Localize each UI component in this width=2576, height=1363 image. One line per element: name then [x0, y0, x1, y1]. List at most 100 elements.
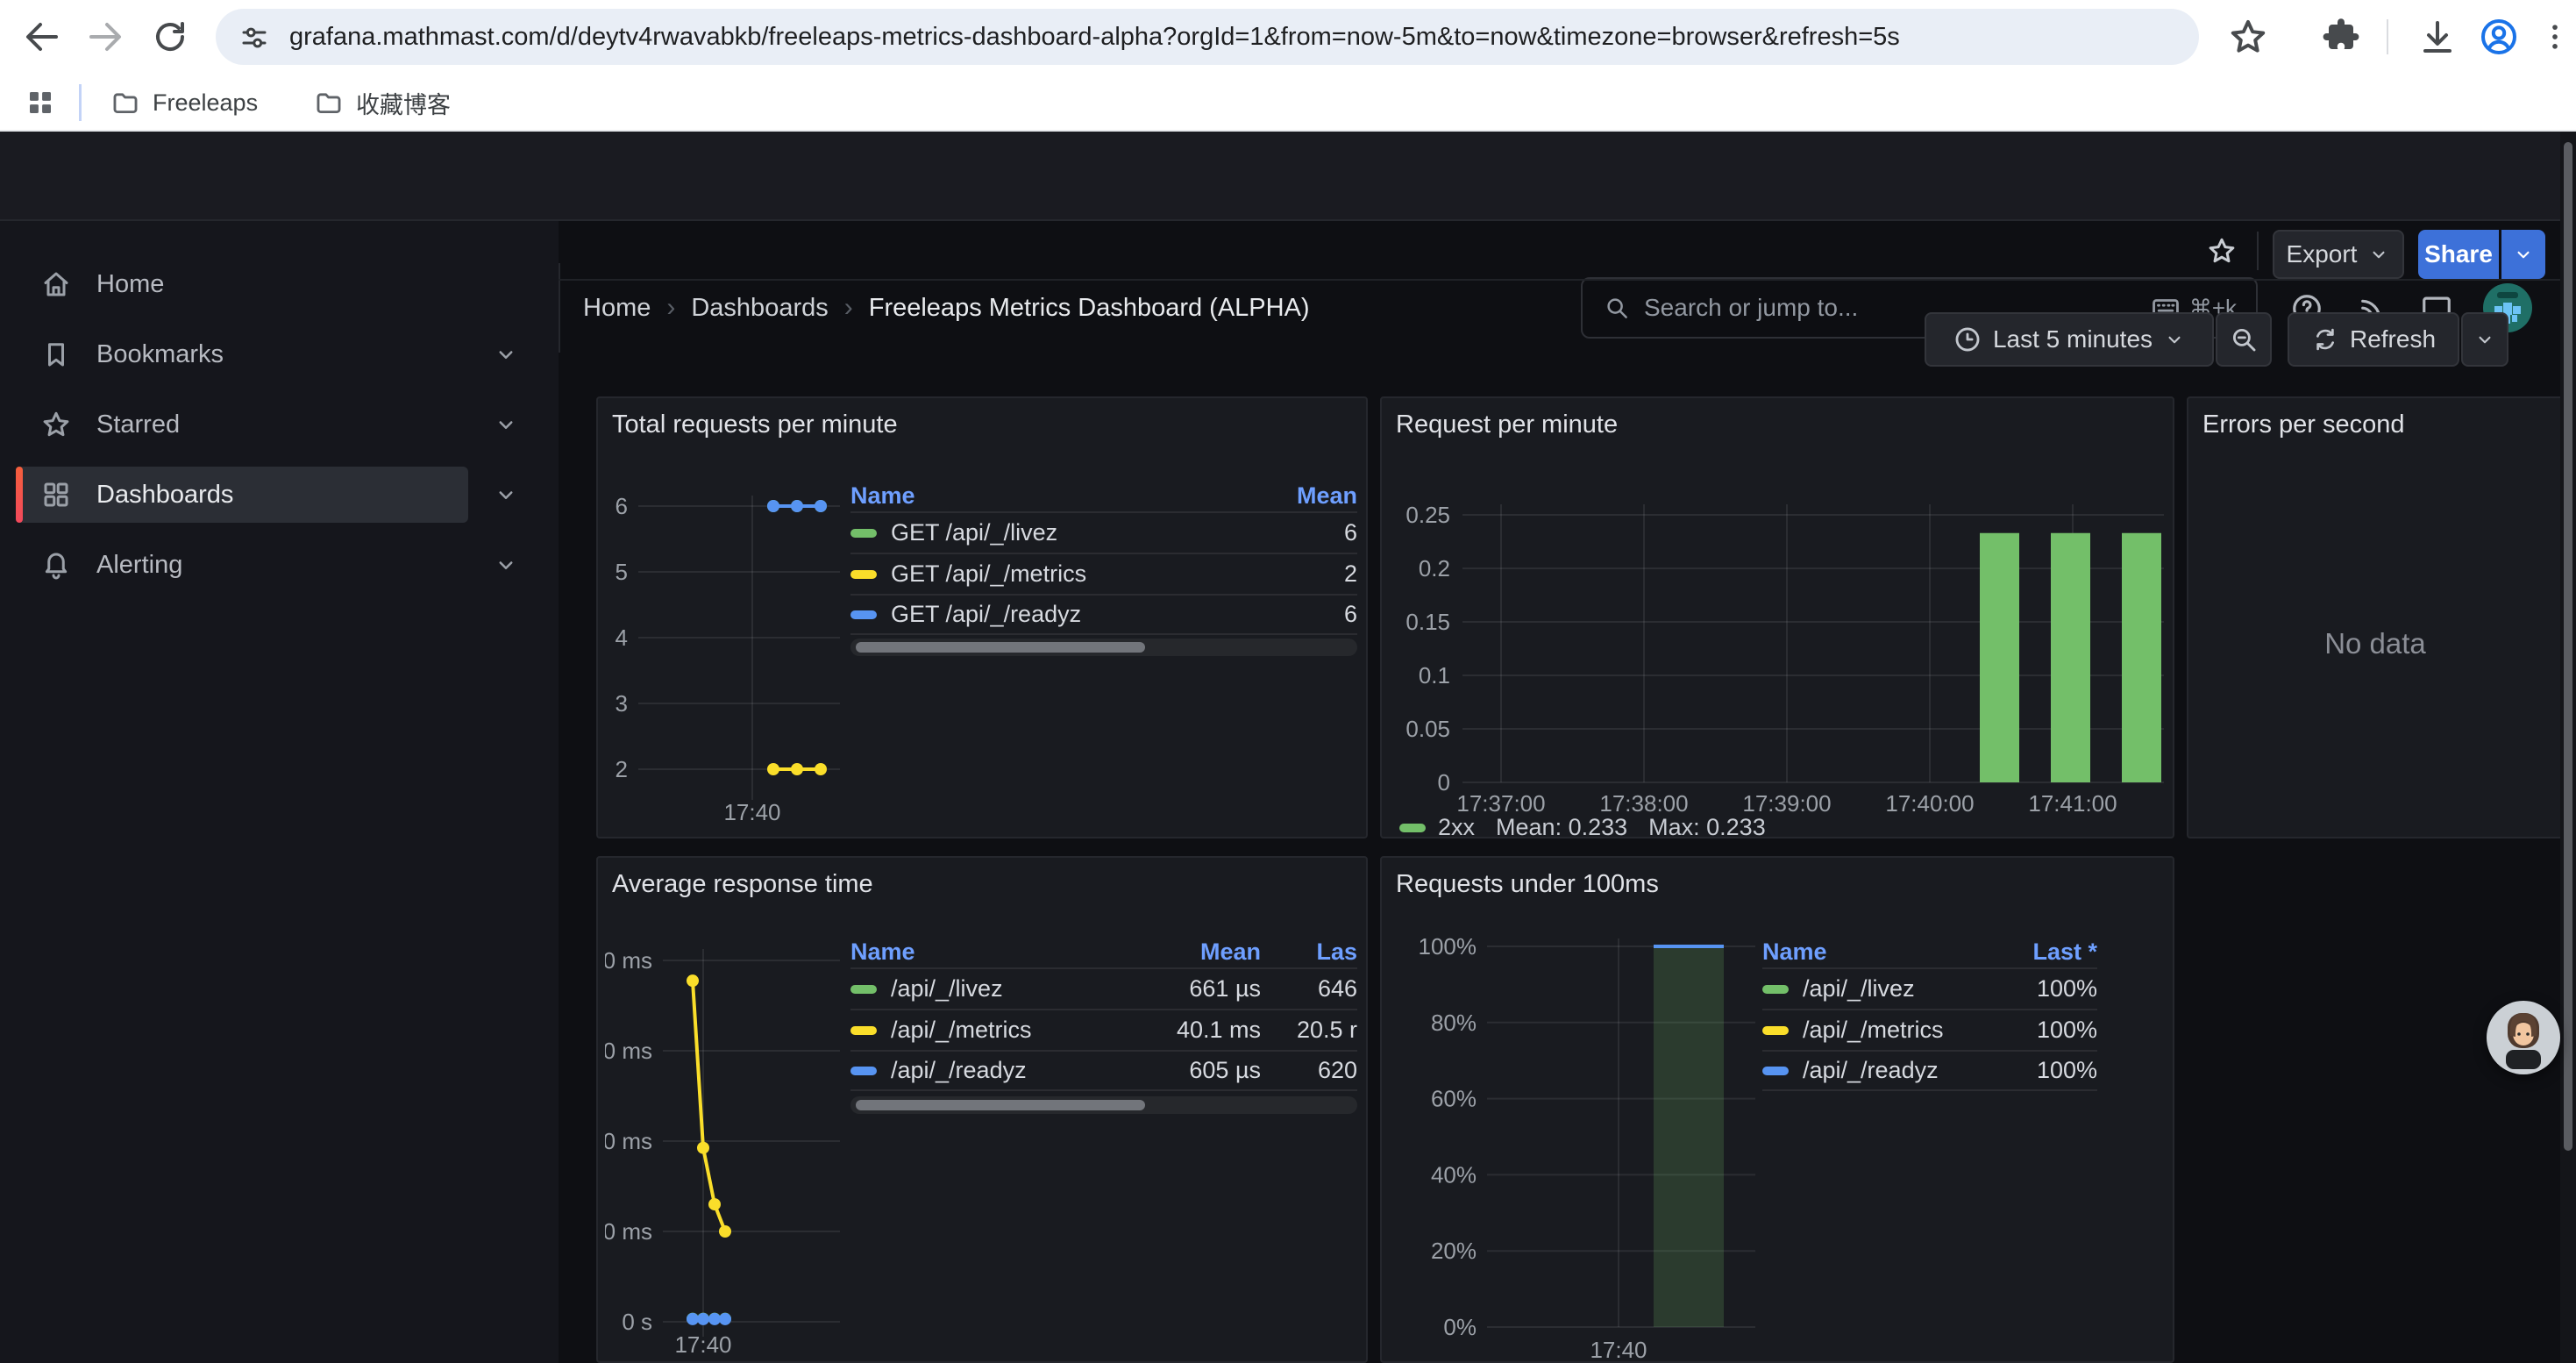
bookmarks-divider: [79, 84, 82, 121]
panel-title[interactable]: Requests under 100ms: [1396, 870, 1659, 898]
sidebar-item-bookmarks[interactable]: Bookmarks: [16, 326, 513, 382]
series-value: 6: [1343, 601, 1357, 627]
svg-text:80 ms: 80 ms: [605, 947, 652, 974]
reload-icon[interactable]: [149, 16, 191, 58]
svg-text:60%: 60%: [1431, 1086, 1477, 1112]
chevron-down-icon[interactable]: [493, 482, 519, 508]
sidebar-item-label: Alerting: [96, 550, 183, 579]
chevron-down-icon: [2367, 243, 2390, 266]
panel-title[interactable]: Errors per second: [2202, 410, 2405, 439]
svg-text:17:38:00: 17:38:00: [1599, 790, 1688, 817]
chevron-down-icon[interactable]: [493, 341, 519, 368]
legend-row[interactable]: /api/_/livez 100%: [1762, 967, 2097, 1009]
breadcrumb-item[interactable]: Dashboards: [691, 293, 829, 322]
legend-row[interactable]: /api/_/metrics 40.1 ms 20.5 r: [850, 1009, 1357, 1050]
legend-row[interactable]: /api/_/readyz 605 µs 620: [850, 1050, 1357, 1091]
sidebar-item-dashboards[interactable]: Dashboards: [16, 467, 513, 523]
floating-assistant-avatar[interactable]: [2487, 1001, 2560, 1074]
profile-icon[interactable]: [2478, 16, 2520, 58]
share-button[interactable]: Share: [2418, 230, 2499, 279]
chart-legend[interactable]: 2xx Mean: 0.233 Max: 0.233: [1399, 814, 1766, 837]
refresh-button[interactable]: Refresh: [2288, 312, 2459, 367]
extensions-icon[interactable]: [2320, 16, 2362, 58]
avg-response-time-chart[interactable]: 80 ms 60 ms 40 ms 20 ms 0 s 17:40: [605, 940, 843, 1361]
address-bar[interactable]: grafana.mathmast.com/d/deytv4rwavabkb/fr…: [216, 9, 2199, 65]
series-name: /api/_/livez: [1803, 975, 1915, 1002]
sidebar-item-home[interactable]: Home: [16, 256, 468, 312]
panel-avg-response-time: Average response time 80 ms 60 ms 40 ms 20 …: [596, 856, 1368, 1363]
svg-text:0.2: 0.2: [1419, 555, 1450, 582]
bookmarks-bar: Freeleaps 收藏博客: [0, 74, 2576, 132]
svg-text:17:39:00: 17:39:00: [1742, 790, 1831, 817]
series-name: /api/_/livez: [891, 975, 1003, 1002]
requests-under-100ms-chart[interactable]: 100% 80% 60% 40% 20% 0% 17:40: [1392, 930, 1761, 1363]
series-name: /api/_/readyz: [1803, 1057, 1939, 1083]
panel-title[interactable]: Request per minute: [1396, 410, 1619, 439]
zoom-out-button[interactable]: [2216, 312, 2272, 367]
panel-title[interactable]: Average response time: [612, 870, 873, 898]
svg-text:2: 2: [616, 756, 628, 782]
breadcrumb-separator: ›: [666, 293, 676, 322]
sidebar-item-label: Dashboards: [96, 480, 234, 509]
series-value: 620: [1317, 1057, 1357, 1083]
column-header[interactable]: Last *: [2032, 938, 2097, 965]
legend-scrollbar[interactable]: [850, 639, 1357, 656]
column-header[interactable]: Mean: [1199, 938, 1261, 965]
bookmark-icon: [40, 339, 72, 370]
downloads-icon[interactable]: [2416, 16, 2459, 58]
column-header[interactable]: Las: [1316, 938, 1357, 965]
bookmark-folder[interactable]: Freeleaps: [96, 81, 272, 125]
legend-scrollbar[interactable]: [850, 1096, 1357, 1114]
panel-request-per-minute: Request per minute 0.25 0.2 0.15 0.1 0.05 0 17…: [1380, 396, 2174, 838]
apps-grid-icon[interactable]: [25, 87, 56, 118]
browser-menu-icon[interactable]: [2537, 16, 2572, 58]
back-icon[interactable]: [21, 16, 63, 58]
column-header[interactable]: Name: [850, 482, 915, 509]
url-text[interactable]: grafana.mathmast.com/d/deytv4rwavabkb/fr…: [289, 23, 1900, 51]
series-value: 20.5 r: [1296, 1017, 1357, 1043]
legend-row[interactable]: /api/_/livez 661 µs 646: [850, 967, 1357, 1009]
column-header[interactable]: Mean: [1296, 482, 1357, 509]
breadcrumb-item[interactable]: Freeleaps Metrics Dashboard (ALPHA): [868, 293, 1310, 322]
toolbar-divider: [2387, 19, 2388, 54]
export-button[interactable]: Export: [2273, 230, 2404, 279]
chevron-down-icon[interactable]: [493, 552, 519, 578]
legend-row[interactable]: GET /api/_/readyz 6: [850, 594, 1357, 635]
column-header[interactable]: Name: [850, 938, 915, 965]
legend-row[interactable]: GET /api/_/livez 6: [850, 511, 1357, 553]
search-icon: [1604, 295, 1630, 321]
panel-title[interactable]: Total requests per minute: [612, 410, 898, 439]
sidebar-item-alerting[interactable]: Alerting: [16, 537, 513, 593]
chevron-down-icon[interactable]: [493, 411, 519, 438]
bookmark-star-icon[interactable]: [2227, 16, 2269, 58]
home-icon: [40, 268, 72, 300]
series-swatch: [850, 528, 877, 538]
share-menu-button[interactable]: [2501, 230, 2545, 279]
series-swatch: [850, 569, 877, 579]
forward-icon[interactable]: [84, 16, 126, 58]
legend-row[interactable]: /api/_/readyz 100%: [1762, 1050, 2097, 1091]
legend-table: Name Mean GET /api/_/livez 6 GET /api/_/metr…: [850, 480, 1357, 635]
legend-row[interactable]: /api/_/metrics 100%: [1762, 1009, 2097, 1050]
time-range-picker[interactable]: Last 5 minutes: [1925, 312, 2214, 367]
page-scrollbar-thumb[interactable]: [2564, 142, 2572, 1151]
svg-text:100%: 100%: [1419, 933, 1477, 960]
legend-row[interactable]: GET /api/_/metrics 2: [850, 553, 1357, 594]
bookmark-label: 收藏博客: [356, 91, 451, 118]
total-requests-chart[interactable]: 6 5 4 3 2 17:40: [605, 480, 843, 831]
refresh-interval-button[interactable]: [2461, 312, 2508, 367]
site-settings-icon[interactable]: [238, 22, 270, 54]
svg-text:17:37:00: 17:37:00: [1456, 790, 1545, 817]
series-name: /api/_/metrics: [891, 1017, 1032, 1043]
svg-text:3: 3: [616, 690, 628, 717]
favorite-dashboard-icon[interactable]: [2206, 235, 2238, 267]
sidebar-item-starred[interactable]: Starred: [16, 396, 513, 453]
breadcrumb-item[interactable]: Home: [583, 293, 651, 322]
svg-text:17:40: 17:40: [674, 1331, 731, 1358]
column-header[interactable]: Name: [1762, 938, 1827, 965]
bookmark-folder[interactable]: 收藏博客: [300, 81, 465, 125]
breadcrumb: Home › Dashboards › Freeleaps Metrics Dashbo…: [583, 263, 1310, 353]
svg-text:40 ms: 40 ms: [605, 1128, 652, 1154]
request-per-minute-chart[interactable]: 0.25 0.2 0.15 0.1 0.05 017:37:00 17:38:00 17:39…: [1389, 480, 2169, 831]
legend-table: Name Last */api/_/livez 100%/api/_/metrics…: [1762, 936, 2097, 1091]
